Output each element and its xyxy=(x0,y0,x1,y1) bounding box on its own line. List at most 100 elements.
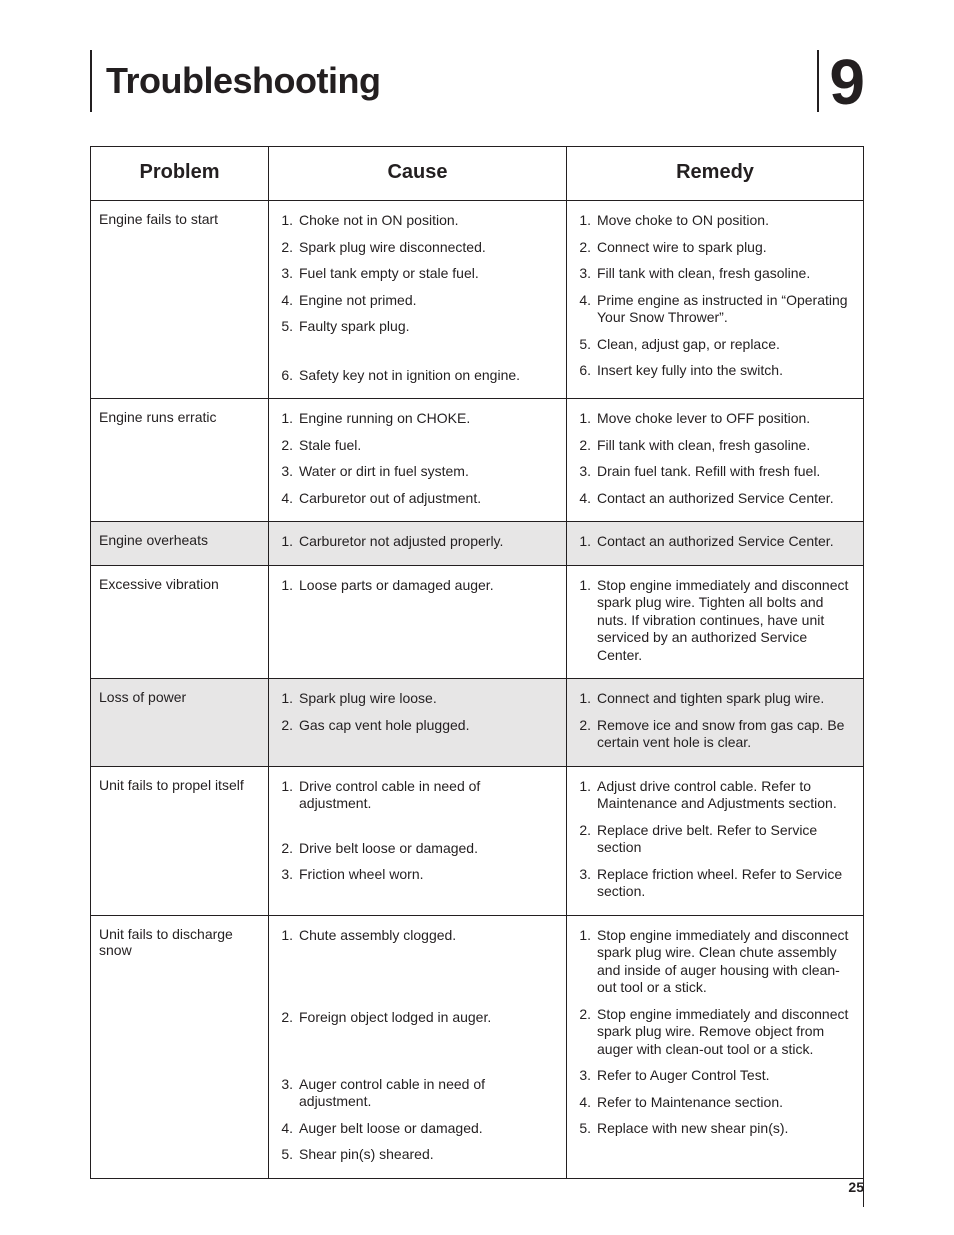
col-header-cause: Cause xyxy=(269,147,567,201)
cause-item: Loose parts or damaged auger. xyxy=(269,574,558,601)
cause-item: Engine running on CHOKE. xyxy=(269,407,558,434)
remedy-cell: Contact an authorized Service Center. xyxy=(567,522,864,566)
problem-cell: Unit fails to propel itself xyxy=(91,766,269,915)
cause-list: Spark plug wire loose.Gas cap vent hole … xyxy=(269,687,558,740)
cause-item: Spark plug wire loose. xyxy=(269,687,558,714)
remedy-item: Connect wire to spark plug. xyxy=(567,236,855,263)
remedy-item: Contact an authorized Service Center. xyxy=(567,530,855,557)
troubleshooting-table: Problem Cause Remedy Engine fails to sta… xyxy=(90,146,864,1179)
problem-cell: Engine fails to start xyxy=(91,201,269,399)
remedy-item: Fill tank with clean, fresh gasoline. xyxy=(567,434,855,461)
cause-item: Gas cap vent hole plugged. xyxy=(269,714,558,741)
problem-cell: Engine runs erratic xyxy=(91,399,269,522)
cause-cell: Spark plug wire loose.Gas cap vent hole … xyxy=(269,679,567,767)
remedy-list: Connect and tighten spark plug wire.Remo… xyxy=(567,687,855,758)
cause-item: Water or dirt in fuel system. xyxy=(269,460,558,487)
remedy-item: Stop engine immediately and disconnect s… xyxy=(567,1003,855,1065)
cause-item: Auger control cable in need of adjustmen… xyxy=(269,1073,558,1117)
cause-item: Shear pin(s) sheared. xyxy=(269,1143,558,1170)
cause-item: Carburetor not adjusted properly. xyxy=(269,530,558,557)
remedy-item: Clean, adjust gap, or replace. xyxy=(567,333,855,360)
remedy-cell: Move choke lever to OFF position.Fill ta… xyxy=(567,399,864,522)
remedy-item: Replace drive belt. Refer to Service sec… xyxy=(567,819,855,863)
table-row: Excessive vibrationLoose parts or damage… xyxy=(91,565,864,679)
remedy-list: Stop engine immediately and disconnect s… xyxy=(567,574,855,671)
page-number: 25 xyxy=(848,1179,864,1195)
cause-cell: Choke not in ON position.Spark plug wire… xyxy=(269,201,567,399)
remedy-cell: Stop engine immediately and disconnect s… xyxy=(567,565,864,679)
remedy-item: Drain fuel tank. Refill with fresh fuel. xyxy=(567,460,855,487)
cause-cell: Loose parts or damaged auger. xyxy=(269,565,567,679)
problem-cell: Loss of power xyxy=(91,679,269,767)
table-row: Engine fails to startChoke not in ON pos… xyxy=(91,201,864,399)
section-title: Troubleshooting xyxy=(106,63,380,99)
header-rule-right xyxy=(817,50,819,112)
cause-item: Foreign object lodged in auger. xyxy=(269,1006,558,1033)
table-row: Engine runs erraticEngine running on CHO… xyxy=(91,399,864,522)
section-number: 9 xyxy=(829,54,864,112)
cause-list: Engine running on CHOKE.Stale fuel.Water… xyxy=(269,407,558,513)
col-header-remedy: Remedy xyxy=(567,147,864,201)
cause-list: Choke not in ON position.Spark plug wire… xyxy=(269,209,558,390)
cause-item: Friction wheel worn. xyxy=(269,863,558,890)
cause-cell: Drive control cable in need of adjustmen… xyxy=(269,766,567,915)
page: Troubleshooting 9 Problem Cause Remedy E… xyxy=(0,0,954,1235)
remedy-item: Refer to Auger Control Test. xyxy=(567,1064,855,1091)
cause-list: Loose parts or damaged auger. xyxy=(269,574,558,601)
col-header-problem: Problem xyxy=(91,147,269,201)
cause-item: Faulty spark plug. xyxy=(269,315,558,342)
table-header-row: Problem Cause Remedy xyxy=(91,147,864,201)
remedy-cell: Stop engine immediately and disconnect s… xyxy=(567,915,864,1178)
cause-item: Drive control cable in need of adjustmen… xyxy=(269,775,558,819)
cause-item: Choke not in ON position. xyxy=(269,209,558,236)
problem-cell: Engine overheats xyxy=(91,522,269,566)
cause-item: Chute assembly clogged. xyxy=(269,924,558,951)
remedy-item: Move choke to ON position. xyxy=(567,209,855,236)
cause-list: Carburetor not adjusted properly. xyxy=(269,530,558,557)
section-header: Troubleshooting 9 xyxy=(90,50,864,112)
header-rule-left xyxy=(90,50,92,112)
remedy-item: Refer to Maintenance section. xyxy=(567,1091,855,1118)
cause-item: Fuel tank empty or stale fuel. xyxy=(269,262,558,289)
table-row: Unit fails to discharge snowChute assemb… xyxy=(91,915,864,1178)
cause-item: Spark plug wire disconnected. xyxy=(269,236,558,263)
remedy-list: Contact an authorized Service Center. xyxy=(567,530,855,557)
remedy-list: Move choke lever to OFF position.Fill ta… xyxy=(567,407,855,513)
cause-item: Auger belt loose or damaged. xyxy=(269,1117,558,1144)
remedy-item: Connect and tighten spark plug wire. xyxy=(567,687,855,714)
cause-list: Chute assembly clogged. Foreign object lo… xyxy=(269,924,558,1170)
remedy-list: Move choke to ON position.Connect wire t… xyxy=(567,209,855,386)
section-number-wrap: 9 xyxy=(817,50,864,112)
remedy-list: Stop engine immediately and disconnect s… xyxy=(567,924,855,1144)
remedy-item: Adjust drive control cable. Refer to Mai… xyxy=(567,775,855,819)
remedy-list: Adjust drive control cable. Refer to Mai… xyxy=(567,775,855,907)
cause-cell: Carburetor not adjusted properly. xyxy=(269,522,567,566)
remedy-item: Fill tank with clean, fresh gasoline. xyxy=(567,262,855,289)
cause-item: Safety key not in ignition on engine. xyxy=(269,364,558,391)
cause-item: Stale fuel. xyxy=(269,434,558,461)
remedy-item: Remove ice and snow from gas cap. Be cer… xyxy=(567,714,855,758)
table-row: Unit fails to propel itselfDrive control… xyxy=(91,766,864,915)
remedy-cell: Move choke to ON position.Connect wire t… xyxy=(567,201,864,399)
cause-cell: Chute assembly clogged. Foreign object lo… xyxy=(269,915,567,1178)
cause-item: Drive belt loose or damaged. xyxy=(269,837,558,864)
cause-item: Carburetor out of adjustment. xyxy=(269,487,558,514)
remedy-item: Move choke lever to OFF position. xyxy=(567,407,855,434)
remedy-cell: Adjust drive control cable. Refer to Mai… xyxy=(567,766,864,915)
cause-cell: Engine running on CHOKE.Stale fuel.Water… xyxy=(269,399,567,522)
remedy-item: Contact an authorized Service Center. xyxy=(567,487,855,514)
remedy-item: Stop engine immediately and disconnect s… xyxy=(567,924,855,1003)
problem-cell: Excessive vibration xyxy=(91,565,269,679)
remedy-cell: Connect and tighten spark plug wire.Remo… xyxy=(567,679,864,767)
remedy-item: Replace with new shear pin(s). xyxy=(567,1117,855,1144)
cause-item: Engine not primed. xyxy=(269,289,558,316)
table-row: Engine overheatsCarburetor not adjusted … xyxy=(91,522,864,566)
corner-rule-vertical xyxy=(863,1147,864,1207)
cause-list: Drive control cable in need of adjustmen… xyxy=(269,775,558,890)
problem-cell: Unit fails to discharge snow xyxy=(91,915,269,1178)
section-title-wrap: Troubleshooting xyxy=(90,50,380,112)
table-row: Loss of powerSpark plug wire loose.Gas c… xyxy=(91,679,864,767)
remedy-item: Insert key fully into the switch. xyxy=(567,359,855,386)
remedy-item: Stop engine immediately and disconnect s… xyxy=(567,574,855,671)
remedy-item: Prime engine as instructed in “Operating… xyxy=(567,289,855,333)
